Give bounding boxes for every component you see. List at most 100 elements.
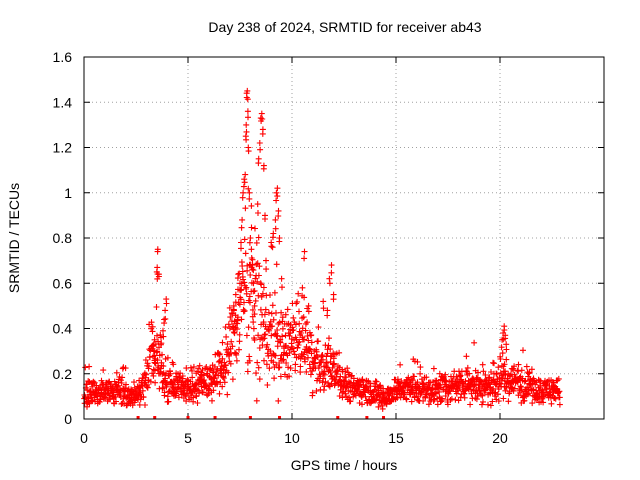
- data-point: [167, 370, 174, 377]
- data-point: [164, 393, 171, 400]
- data-point: [151, 336, 158, 343]
- data-point: [505, 398, 512, 405]
- data-point: [367, 383, 374, 390]
- data-point: [346, 394, 353, 401]
- data-point: [160, 327, 166, 334]
- data-point: [511, 385, 518, 392]
- data-point: [503, 341, 510, 348]
- data-point: [84, 403, 90, 410]
- data-point: [502, 387, 509, 394]
- data-point: [455, 387, 462, 394]
- data-point: [211, 375, 218, 382]
- data-point: [442, 371, 449, 378]
- data-point: [305, 354, 311, 361]
- data-point: [414, 379, 421, 386]
- data-point: [277, 339, 284, 346]
- data-point: [118, 380, 125, 386]
- data-point: [244, 368, 251, 375]
- data-point: [147, 378, 154, 385]
- data-point: [221, 379, 228, 386]
- data-point: [268, 332, 275, 339]
- bottom-marker: [186, 416, 190, 419]
- data-point: [262, 331, 269, 338]
- data-point: [520, 392, 527, 398]
- data-point: [232, 291, 239, 298]
- data-point: [149, 370, 156, 377]
- data-point: [515, 368, 522, 375]
- data-point: [82, 364, 89, 371]
- data-point: [540, 399, 547, 406]
- data-point: [462, 378, 469, 385]
- data-point: [256, 376, 263, 383]
- data-point: [159, 385, 166, 392]
- data-point: [193, 392, 200, 399]
- data-point: [227, 360, 234, 367]
- data-point: [230, 306, 237, 313]
- data-point: [235, 271, 242, 278]
- data-point: [530, 386, 536, 393]
- data-point: [408, 398, 415, 405]
- data-point: [210, 387, 217, 394]
- data-point: [231, 329, 237, 336]
- data-point: [275, 397, 282, 404]
- data-point: [265, 309, 272, 316]
- data-point: [359, 376, 366, 383]
- data-point: [416, 385, 423, 391]
- data-point: [259, 130, 266, 137]
- data-point: [294, 298, 301, 305]
- data-point: [471, 339, 478, 346]
- data-point: [486, 374, 493, 381]
- data-point: [522, 377, 529, 384]
- data-point: [243, 290, 250, 297]
- data-point: [269, 244, 276, 251]
- data-point: [257, 146, 264, 153]
- data-point: [140, 394, 147, 401]
- data-point: [308, 339, 315, 346]
- x-axis-label: GPS time / hours: [291, 457, 398, 473]
- data-point: [113, 369, 120, 376]
- data-point: [170, 361, 177, 368]
- data-point: [321, 383, 328, 390]
- data-point: [521, 378, 528, 385]
- data-point: [324, 312, 331, 319]
- data-point: [154, 332, 160, 339]
- data-point: [503, 356, 510, 363]
- data-point: [241, 299, 247, 306]
- data-point: [266, 365, 273, 372]
- data-point: [286, 350, 293, 356]
- data-point: [119, 374, 126, 381]
- data-point: [131, 379, 137, 386]
- data-point: [270, 316, 277, 323]
- data-point: [190, 394, 197, 401]
- y-tick-label: 1: [64, 185, 72, 201]
- data-point: [347, 379, 354, 386]
- data-point: [209, 397, 215, 404]
- data-point: [113, 398, 119, 405]
- data-point: [429, 385, 436, 392]
- data-point: [151, 352, 158, 359]
- data-point: [344, 365, 351, 372]
- data-point: [141, 370, 148, 377]
- data-point: [274, 193, 281, 200]
- data-point: [480, 398, 486, 405]
- data-point: [401, 389, 408, 396]
- data-point: [298, 330, 305, 336]
- data-point: [268, 310, 275, 317]
- data-point: [517, 383, 524, 390]
- data-point: [155, 273, 162, 280]
- data-point: [159, 351, 165, 358]
- data-point: [453, 390, 460, 397]
- data-point: [302, 327, 309, 334]
- data-point: [552, 395, 559, 402]
- data-point: [227, 314, 234, 321]
- data-point: [294, 345, 301, 351]
- data-point: [495, 391, 501, 398]
- data-point: [203, 382, 209, 389]
- data-point: [252, 297, 259, 304]
- data-point: [267, 292, 273, 298]
- data-point: [297, 369, 304, 376]
- data-point: [150, 347, 157, 354]
- data-point: [196, 362, 203, 369]
- data-points: [81, 87, 563, 412]
- data-point: [256, 345, 263, 351]
